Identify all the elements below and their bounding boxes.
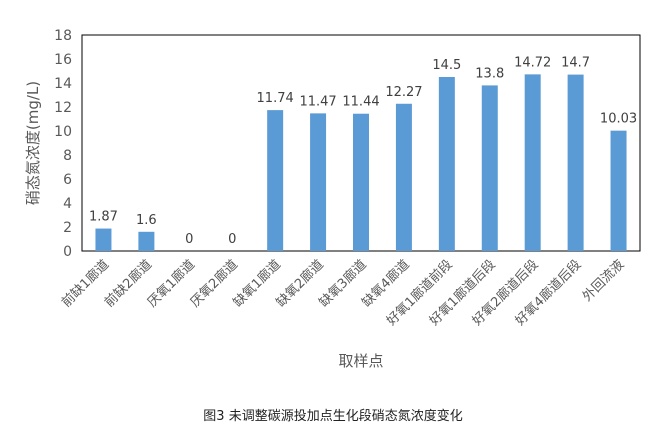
data-label: 0 xyxy=(228,232,236,247)
bar xyxy=(267,110,284,252)
y-tick-label: 10 xyxy=(54,124,72,140)
bar xyxy=(353,113,369,251)
data-label: 0 xyxy=(185,232,193,247)
data-label: 11.47 xyxy=(299,94,336,109)
y-axis-title: 硝态氮浓度(mg/L) xyxy=(24,81,42,205)
bar xyxy=(481,85,498,252)
y-tick-label: 6 xyxy=(63,172,72,188)
y-axis-ticks: 0 2 4 6 8 10 12 14 16 18 xyxy=(54,28,72,260)
y-tick-label: 18 xyxy=(54,28,72,44)
figure-caption: 图3 未调整碳源投加点生化段硝态氮浓度变化 xyxy=(203,408,462,424)
bar xyxy=(95,228,112,251)
bar xyxy=(610,130,627,251)
data-label: 1.87 xyxy=(89,210,118,225)
bar xyxy=(310,113,327,251)
data-label: 14.5 xyxy=(432,58,461,73)
category-label: 外回流液 xyxy=(580,257,627,304)
y-tick-label: 4 xyxy=(63,196,72,212)
y-tick-label: 12 xyxy=(54,100,72,116)
data-label: 1.6 xyxy=(136,213,157,228)
x-axis-category-labels: 前缺1廊道前缺2廊道厌氧1廊道厌氧2廊道缺氧1廊道缺氧2廊道缺氧3廊道缺氧4廊道… xyxy=(58,257,627,329)
bars-group xyxy=(95,74,627,252)
y-tick-label: 16 xyxy=(54,52,72,68)
bar xyxy=(567,74,584,251)
data-label: 14.7 xyxy=(561,56,590,71)
y-tick-label: 0 xyxy=(63,244,72,260)
data-label: 11.44 xyxy=(342,95,379,110)
x-axis-title: 取样点 xyxy=(338,352,383,370)
y-tick-label: 8 xyxy=(63,148,72,164)
bar xyxy=(138,231,155,251)
bar xyxy=(524,74,541,251)
y-tick-label: 14 xyxy=(54,76,72,92)
data-label: 11.74 xyxy=(257,91,294,106)
bar xyxy=(438,77,455,251)
data-label: 10.03 xyxy=(600,112,637,127)
data-label: 12.27 xyxy=(385,85,422,100)
y-tick-label: 2 xyxy=(63,220,72,236)
data-labels-group: 1.87 1.6 0 0 11.74 11.47 11.44 12.27 14.5 13.8 14.… xyxy=(89,55,637,247)
data-label: 14.72 xyxy=(514,55,551,70)
bar xyxy=(395,103,412,251)
data-label: 13.8 xyxy=(475,66,504,81)
